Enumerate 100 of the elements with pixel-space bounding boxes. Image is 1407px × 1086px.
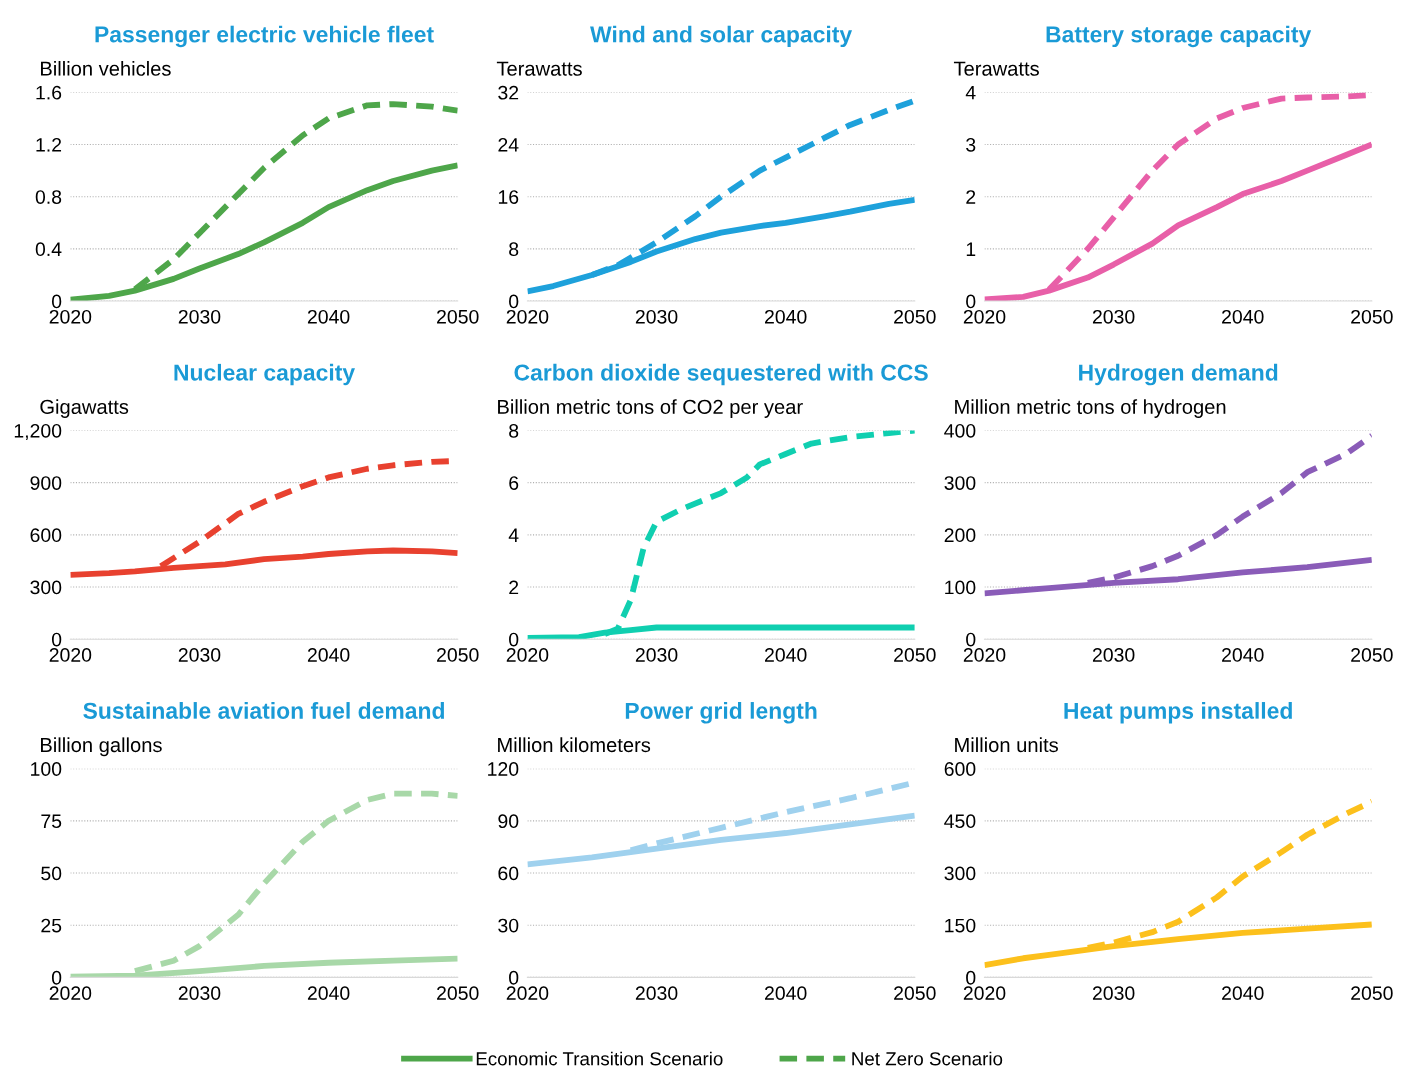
x-tick-label: 2020 xyxy=(49,309,92,324)
x-tick-label: 2040 xyxy=(765,648,807,662)
y-tick-label: 25 xyxy=(41,918,62,933)
y-axis-title: Million kilometers xyxy=(498,737,651,753)
y-tick-label: 0 xyxy=(51,970,62,985)
y-tick-label: 3 xyxy=(966,137,976,152)
legend-label: Economic Transition Scenario xyxy=(476,1051,723,1066)
y-tick-label: 0 xyxy=(509,632,519,647)
y-tick-label: 450 xyxy=(944,814,976,829)
x-tick-label: 2050 xyxy=(437,986,479,1001)
y-axis-title: Million metric tons of hydrogen xyxy=(955,399,1226,418)
x-tick-label: 2020 xyxy=(506,986,549,1001)
x-tick-label: 2020 xyxy=(49,648,92,662)
y-axis-title: Million units xyxy=(955,737,1058,753)
y-tick-label: 600 xyxy=(30,528,62,543)
y-tick-label: 200 xyxy=(944,528,976,543)
y-tick-label: 1.6 xyxy=(36,85,62,100)
y-tick-label: 24 xyxy=(498,137,519,152)
chart-title: Nuclear capacity xyxy=(174,363,355,386)
x-tick-label: 2020 xyxy=(963,309,1006,324)
y-tick-label: 60 xyxy=(498,866,519,881)
x-tick-label: 2030 xyxy=(1092,986,1135,1001)
x-tick-label: 2050 xyxy=(1351,648,1393,662)
y-tick-label: 16 xyxy=(498,190,519,204)
chart-title: Hydrogen demand xyxy=(1079,363,1278,386)
x-tick-label: 2050 xyxy=(894,648,936,662)
y-tick-label: 32 xyxy=(498,85,519,100)
x-tick-label: 2040 xyxy=(307,986,350,1001)
x-tick-label: 2020 xyxy=(506,648,549,662)
y-tick-label: 0 xyxy=(51,632,62,647)
y-tick-label: 2 xyxy=(509,580,519,595)
y-tick-label: 0 xyxy=(966,970,976,985)
y-tick-label: 6 xyxy=(509,476,519,490)
x-tick-label: 2030 xyxy=(635,648,678,662)
x-tick-label: 2050 xyxy=(1351,986,1393,1001)
y-tick-label: 8 xyxy=(509,242,519,257)
y-tick-label: 900 xyxy=(30,476,62,490)
y-tick-label: 100 xyxy=(31,762,62,776)
x-tick-label: 2030 xyxy=(178,648,221,662)
y-tick-label: 0 xyxy=(509,294,519,309)
x-tick-label: 2040 xyxy=(765,986,807,1001)
chart-title: Power grid length xyxy=(625,702,817,724)
legend-label: Net Zero Scenario xyxy=(852,1051,1003,1066)
y-axis-title: Gigawatts xyxy=(40,399,129,418)
x-tick-label: 2040 xyxy=(765,309,807,324)
y-tick-label: 1,200 xyxy=(14,423,62,441)
y-axis-title: Terawatts xyxy=(496,61,582,76)
x-tick-label: 2020 xyxy=(963,986,1006,1001)
x-tick-label: 2050 xyxy=(894,986,936,1001)
y-tick-label: 0.8 xyxy=(35,190,62,204)
y-tick-label: 400 xyxy=(944,423,976,438)
y-tick-label: 1.2 xyxy=(36,137,62,152)
x-tick-label: 2050 xyxy=(437,648,479,662)
y-axis-title: Billion vehicles xyxy=(41,61,171,76)
x-tick-label: 2030 xyxy=(1092,648,1135,662)
x-tick-label: 2040 xyxy=(307,309,350,324)
x-tick-label: 2050 xyxy=(437,309,479,324)
x-tick-label: 2030 xyxy=(635,986,678,1001)
x-tick-label: 2050 xyxy=(894,309,936,324)
y-tick-label: 8 xyxy=(509,423,519,438)
x-tick-label: 2040 xyxy=(1222,309,1264,324)
y-tick-label: 0 xyxy=(509,970,519,985)
y-tick-label: 2 xyxy=(966,190,976,204)
x-tick-label: 2030 xyxy=(1092,309,1135,324)
chart-title: Sustainable aviation fuel demand xyxy=(83,702,444,719)
x-tick-label: 2020 xyxy=(49,986,92,1001)
x-tick-label: 2030 xyxy=(178,986,221,1001)
y-tick-label: 30 xyxy=(498,918,519,933)
y-tick-label: 75 xyxy=(41,814,62,829)
x-tick-label: 2030 xyxy=(635,309,678,324)
y-tick-label: 0 xyxy=(51,294,62,309)
y-axis-title: Billion gallons xyxy=(41,737,162,757)
chart-title: Heat pumps installed xyxy=(1064,702,1292,724)
y-axis-title: Billion metric tons of CO2 per year xyxy=(498,399,803,418)
x-tick-label: 2020 xyxy=(963,648,1006,662)
y-tick-label: 1 xyxy=(966,242,976,256)
y-tick-label: 100 xyxy=(945,580,976,595)
y-tick-label: 300 xyxy=(944,866,976,881)
x-tick-label: 2050 xyxy=(1351,309,1393,324)
y-tick-label: 4 xyxy=(508,528,519,542)
chart-title: Battery storage capacity xyxy=(1046,25,1312,48)
x-tick-label: 2040 xyxy=(1222,648,1264,662)
x-tick-label: 2040 xyxy=(307,648,350,662)
y-axis-title: Terawatts xyxy=(953,61,1039,76)
chart-title: Carbon dioxide sequestered with CCS xyxy=(514,363,928,386)
y-tick-label: 150 xyxy=(945,918,976,933)
y-tick-label: 0 xyxy=(966,632,976,647)
y-tick-label: 600 xyxy=(944,762,976,776)
x-tick-label: 2040 xyxy=(1222,986,1264,1001)
y-tick-label: 0.4 xyxy=(35,242,62,257)
x-tick-label: 2030 xyxy=(178,309,221,324)
y-tick-label: 50 xyxy=(41,866,62,881)
y-tick-label: 300 xyxy=(944,476,976,490)
y-tick-label: 0 xyxy=(966,294,976,309)
y-tick-label: 120 xyxy=(488,762,519,776)
chart-title: Wind and solar capacity xyxy=(590,25,853,48)
chart-title: Passenger electric vehicle fleet xyxy=(95,25,434,48)
x-tick-label: 2020 xyxy=(506,309,549,324)
y-tick-label: 4 xyxy=(965,85,976,100)
y-tick-label: 300 xyxy=(30,580,62,595)
